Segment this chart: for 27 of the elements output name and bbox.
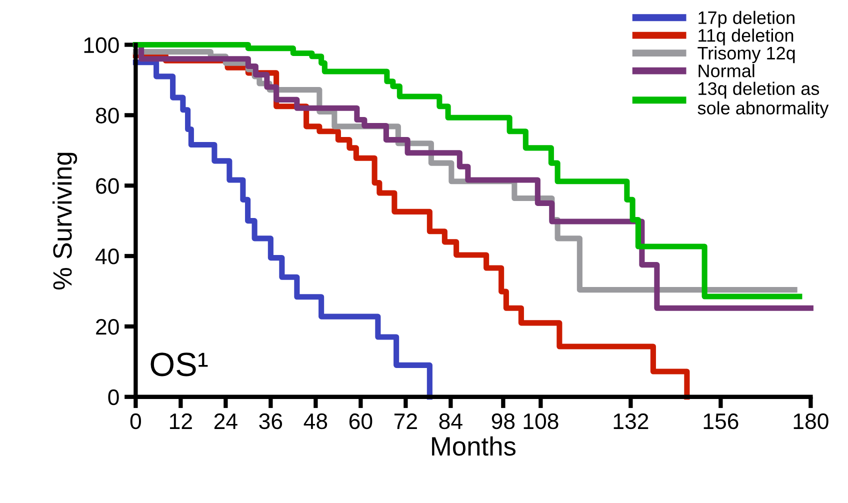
x-tick-label: 24: [214, 413, 238, 429]
legend-label: Normal: [698, 64, 754, 78]
y-axis-title: % Surviving: [52, 152, 78, 290]
y-tick-label: 20: [96, 318, 119, 335]
x-tick-label: 84: [439, 413, 462, 430]
x-tick-label: 98: [492, 413, 515, 430]
y-tick-label: 60: [96, 178, 119, 194]
y-tick-label: 40: [96, 248, 119, 264]
x-tick-label: 12: [170, 413, 192, 429]
y-tick-label: 100: [84, 37, 119, 54]
x-tick-label: 36: [259, 413, 282, 430]
legend-label: 11q deletion: [698, 28, 794, 46]
legend-label: 13q deletion as sole abnormality: [698, 82, 829, 118]
x-tick-label: 48: [304, 413, 328, 430]
x-tick-label: 156: [704, 413, 738, 430]
x-tick-label: 180: [794, 413, 828, 430]
x-axis-title: Months: [432, 436, 516, 456]
x-tick-label: 108: [524, 413, 558, 430]
x-tick-label: 132: [614, 413, 648, 430]
x-tick-label: 72: [394, 413, 417, 429]
annotation: OS¹: [150, 352, 208, 376]
y-tick-label: 0: [108, 389, 119, 406]
legend-label: Trisomy 12q: [698, 46, 795, 64]
legend-label: 17p deletion: [698, 10, 794, 28]
x-tick-label: 60: [349, 413, 372, 430]
x-tick-label: 0: [130, 413, 141, 430]
y-tick-label: 80: [96, 108, 119, 124]
